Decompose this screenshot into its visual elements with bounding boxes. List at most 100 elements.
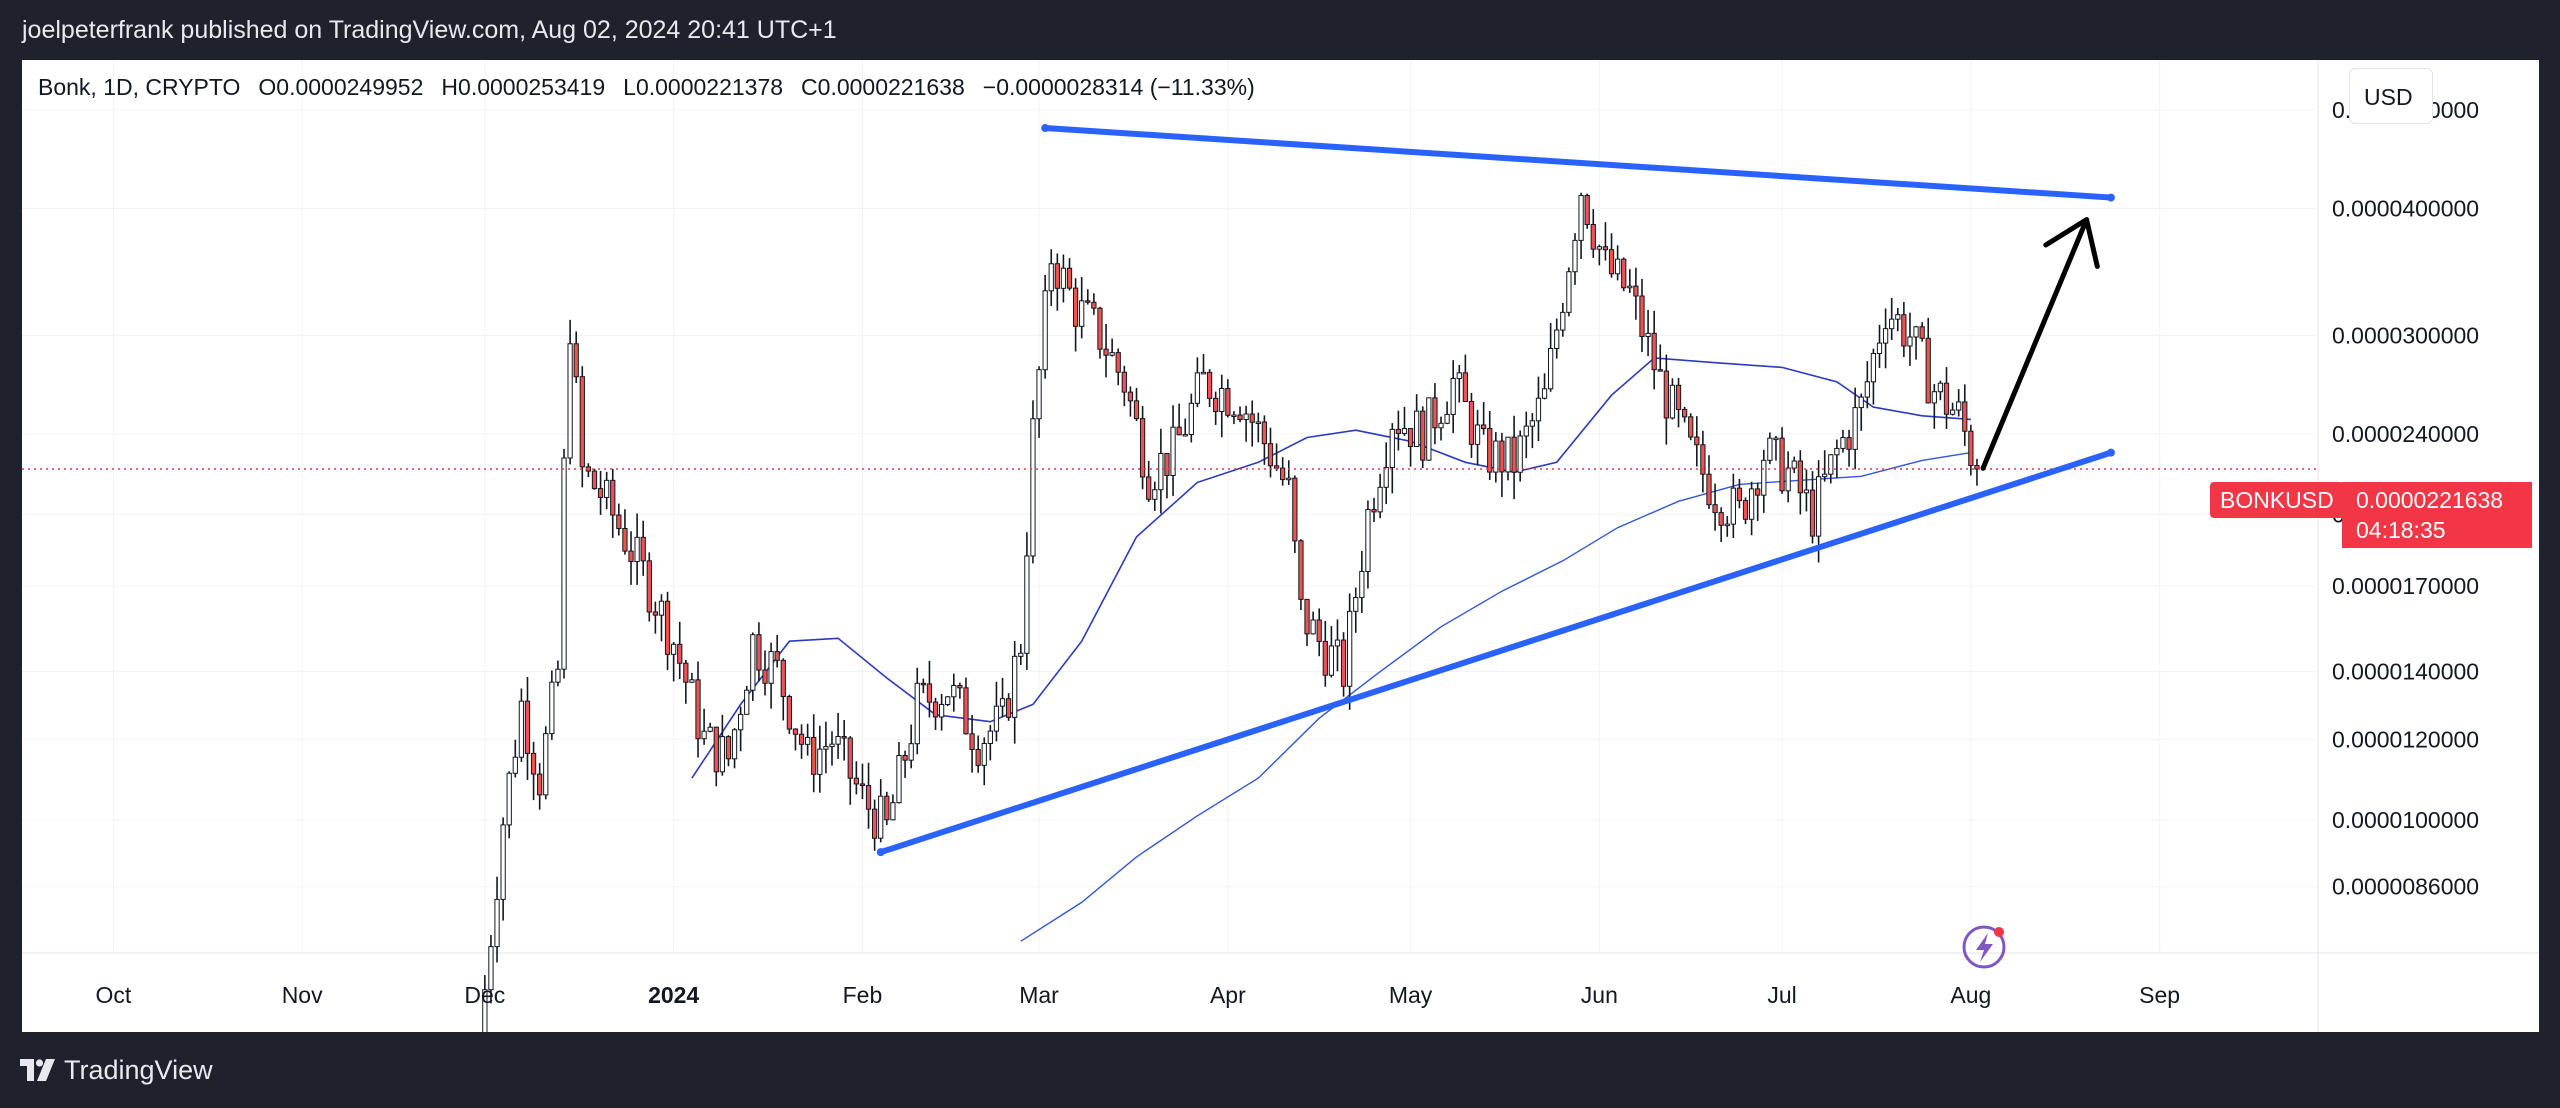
candle [1085,289,1091,305]
candle [768,642,774,709]
candle [713,726,719,787]
candle [1931,384,1937,429]
candle [1353,587,1359,633]
trendline-upper[interactable] [1041,124,2115,202]
candle [1511,415,1517,500]
candle [1273,443,1280,471]
candle [1316,608,1322,657]
moving-average-1 [691,357,1971,779]
candle [1225,379,1231,418]
candle [774,634,780,668]
candle [999,677,1006,718]
y-tick-label: 0.0000100000 [2332,807,2479,833]
candle [482,975,488,1032]
candle [1432,383,1438,445]
candle [1651,310,1657,390]
candle [1822,450,1828,482]
candle [1310,611,1316,635]
candle [1943,367,1950,429]
y-tick-label: 0.0000120000 [2332,727,2479,753]
candle [1791,456,1797,474]
candle [1529,413,1535,449]
candle [1115,348,1121,386]
candle [1785,451,1791,503]
candle [1925,317,1931,404]
candle [1066,258,1073,291]
candle [1012,641,1018,744]
currency-selector[interactable]: USD [2349,68,2433,124]
candle [488,935,494,1004]
ticker-badge: BONKUSD [2210,482,2344,518]
candle [640,520,646,576]
candle [1712,483,1718,531]
symbol-label[interactable]: Bonk, 1D, CRYPTO [38,74,241,100]
candle [683,659,689,704]
candle [1834,439,1840,479]
candle [1024,532,1030,670]
candle [847,736,853,805]
chart-panel[interactable]: 0.00005000000.00004000000.00003000000.00… [22,60,2539,1032]
candle [938,693,945,731]
candle [1450,360,1456,434]
candle [914,667,920,755]
candle [805,723,811,756]
change-value: −0.0000028314 (−11.33%) [982,74,1255,100]
lightning-icon[interactable] [1962,925,2006,969]
candle [1614,245,1621,281]
candle [585,463,592,478]
candle [1072,278,1079,352]
candle [616,503,622,536]
candle [1864,361,1870,409]
candle [494,876,500,963]
candle [981,737,987,786]
candle [1956,389,1962,417]
tradingview-brand[interactable]: TradingView [20,1054,213,1086]
candle [604,471,610,510]
candle [1048,249,1054,307]
candle [1554,318,1560,359]
candle [652,601,659,634]
candle [1334,619,1341,672]
candle [859,763,866,800]
candle [1237,406,1243,423]
y-tick-label: 0.0000086000 [2332,874,2479,900]
candle [610,468,616,538]
moving-average-2 [1020,451,1972,942]
candle [707,722,713,733]
candle [1420,406,1426,469]
candle [890,794,896,821]
candle [1249,400,1255,447]
candle [549,670,555,740]
candle [1206,369,1213,408]
candle [1797,450,1803,515]
high-value: 0.0000253419 [458,74,606,100]
x-tick-label: Sep [2139,982,2180,1008]
candle [1176,403,1182,436]
candle [1036,366,1042,438]
candle [1968,424,1974,476]
candle [543,726,549,800]
candle [1645,309,1651,357]
trendline-lower[interactable] [876,448,2115,857]
publisher-header: joelpeterfrank published on TradingView.… [0,0,2560,60]
candle [1505,436,1511,481]
brand-name: TradingView [64,1054,213,1085]
candle [701,708,707,745]
chart-canvas[interactable]: 0.00005000000.00004000000.00003000000.00… [22,60,2539,1032]
candle [1907,312,1913,366]
candle [744,685,750,715]
candle [1663,354,1669,445]
candle [1694,416,1700,467]
candle [1882,308,1889,369]
drawings[interactable] [22,124,2318,969]
candle [1426,397,1432,461]
candle [567,319,573,465]
candle [1462,354,1469,402]
candles [482,192,1980,1032]
candle [1097,306,1103,359]
candle [524,677,531,780]
projection-arrow[interactable] [1980,217,2100,471]
y-tick-label: 0.0000300000 [2332,322,2479,348]
candle [530,741,537,801]
candle [1255,412,1261,443]
